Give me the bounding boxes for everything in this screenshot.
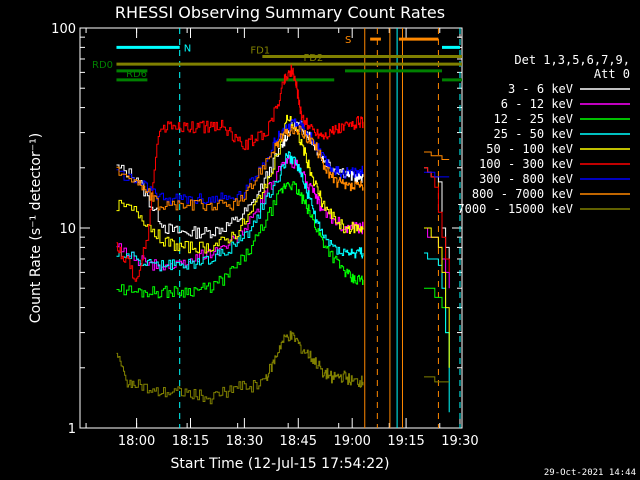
flag-label-fd2: FD2 (303, 53, 323, 64)
legend-label: 6 - 12 keV (501, 97, 573, 111)
x-tick-label: 18:45 (280, 434, 317, 449)
x-tick-label: 18:00 (118, 434, 155, 449)
x-tick-label: 18:30 (226, 434, 263, 449)
series-line (116, 125, 364, 211)
series-line-segment (424, 171, 450, 178)
y-tick-label: 10 (59, 222, 76, 237)
series-line-segment (424, 252, 450, 413)
series-line (116, 181, 364, 299)
legend-label: 12 - 25 keV (494, 112, 573, 126)
timestamp: 29-Oct-2021 14:44 (544, 468, 636, 478)
x-axis-label: Start Time (12-Jul-15 17:54:22) (170, 456, 389, 472)
x-tick-label: 18:15 (172, 434, 209, 449)
flag-label-s: S (345, 35, 351, 46)
x-tick-label: 19:15 (387, 434, 424, 449)
series-line-segment (424, 227, 450, 368)
flag-label-rd0: RD0 (92, 60, 113, 71)
legend-label: 100 - 300 keV (479, 157, 573, 171)
y-tick-label: 1 (68, 422, 76, 437)
flag-label-rd6: RD6 (126, 69, 147, 80)
legend-label: 50 - 100 keV (486, 142, 573, 156)
legend-label: 300 - 800 keV (479, 172, 573, 186)
legend-label: 7000 - 15000 keV (457, 202, 573, 216)
series-line-segment (424, 376, 450, 383)
legend-label: 3 - 6 keV (508, 82, 573, 96)
legend-header-line-2: Att 0 (594, 67, 630, 81)
x-tick-label: 19:00 (333, 434, 370, 449)
x-tick-label: 19:30 (441, 434, 478, 449)
series-line (116, 330, 364, 405)
flag-label-fd1: FD1 (250, 46, 270, 57)
flag-label-n: N (184, 43, 191, 54)
chart-title: RHESSI Observing Summary Count Rates (115, 3, 445, 22)
series-line-segment (424, 151, 450, 160)
legend-label: 800 - 7000 keV (472, 187, 573, 201)
legend-header-line-1: Det 1,3,5,6,7,9, (514, 53, 630, 67)
series-line (116, 118, 364, 205)
series-line (116, 114, 364, 254)
series-line (116, 151, 364, 272)
y-tick-label: 100 (51, 22, 76, 37)
series-line (116, 64, 364, 282)
y-axis-label: Count Rate (s⁻¹ detector⁻¹) (28, 133, 44, 323)
legend-label: 25 - 50 keV (494, 127, 573, 141)
plot-area: 1 10 100 18:00 18:15 18:30 18:45 19:00 19:15 19:3… (51, 22, 479, 449)
